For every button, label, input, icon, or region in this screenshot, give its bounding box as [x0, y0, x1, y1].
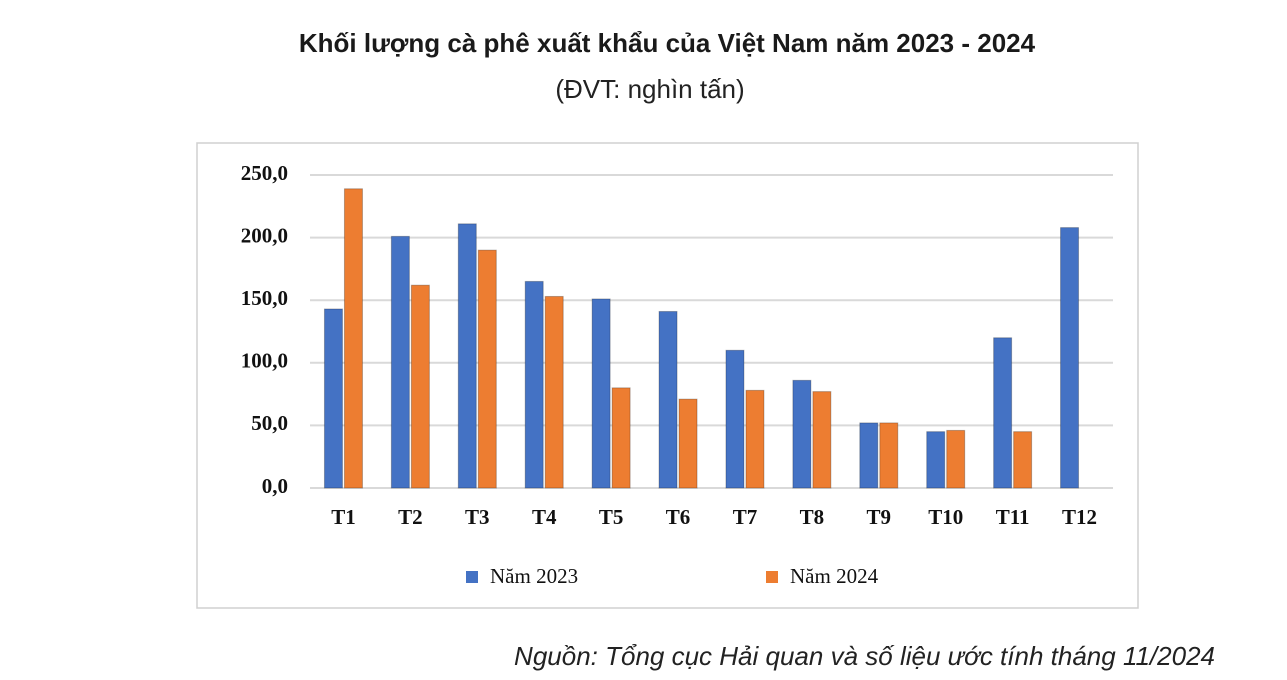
y-tick-label: 250,0 [241, 161, 288, 185]
x-tick-label: T7 [733, 505, 758, 529]
chart-subtitle: (ĐVT: nghìn tấn) [555, 74, 744, 104]
x-tick-label: T10 [928, 505, 963, 529]
y-tick-label: 200,0 [241, 223, 288, 247]
x-tick-label: T6 [666, 505, 691, 529]
x-tick-label: T8 [800, 505, 825, 529]
bar [745, 389, 765, 489]
bar [457, 223, 477, 489]
legend-label: Năm 2024 [790, 564, 879, 588]
source-note: Nguồn: Tổng cục Hải quan và số liệu ước … [514, 641, 1215, 671]
x-tick-label: T4 [532, 505, 557, 529]
legend-swatch [766, 571, 778, 583]
bar [859, 422, 879, 489]
x-tick-label: T2 [398, 505, 423, 529]
y-tick-label: 50,0 [251, 411, 288, 435]
x-tick-label: T5 [599, 505, 624, 529]
chart-title: Khối lượng cà phê xuất khẩu của Việt Nam… [299, 28, 1036, 58]
bar [725, 349, 745, 489]
bar [792, 379, 812, 489]
x-tick-label: T3 [465, 505, 490, 529]
bar [544, 295, 564, 489]
bar [1060, 227, 1080, 489]
bar [343, 188, 363, 489]
legend-label: Năm 2023 [490, 564, 578, 588]
bar [410, 284, 430, 489]
x-tick-label: T11 [996, 505, 1030, 529]
y-tick-label: 0,0 [262, 474, 288, 498]
y-tick-label: 100,0 [241, 349, 288, 373]
bar [390, 235, 410, 489]
bar [611, 387, 631, 489]
bar [323, 308, 343, 489]
x-tick-label: T9 [867, 505, 892, 529]
bar [1013, 431, 1033, 489]
bar [879, 422, 899, 489]
bar [946, 429, 966, 489]
bar [678, 398, 698, 489]
bar [926, 431, 946, 489]
bar [658, 310, 678, 489]
legend-swatch [466, 571, 478, 583]
bar [591, 298, 611, 489]
bar [812, 391, 832, 489]
y-tick-label: 150,0 [241, 286, 288, 310]
bar [524, 280, 544, 489]
bar [477, 249, 497, 489]
bar [993, 337, 1013, 489]
x-tick-label: T1 [331, 505, 356, 529]
x-tick-label: T12 [1062, 505, 1097, 529]
